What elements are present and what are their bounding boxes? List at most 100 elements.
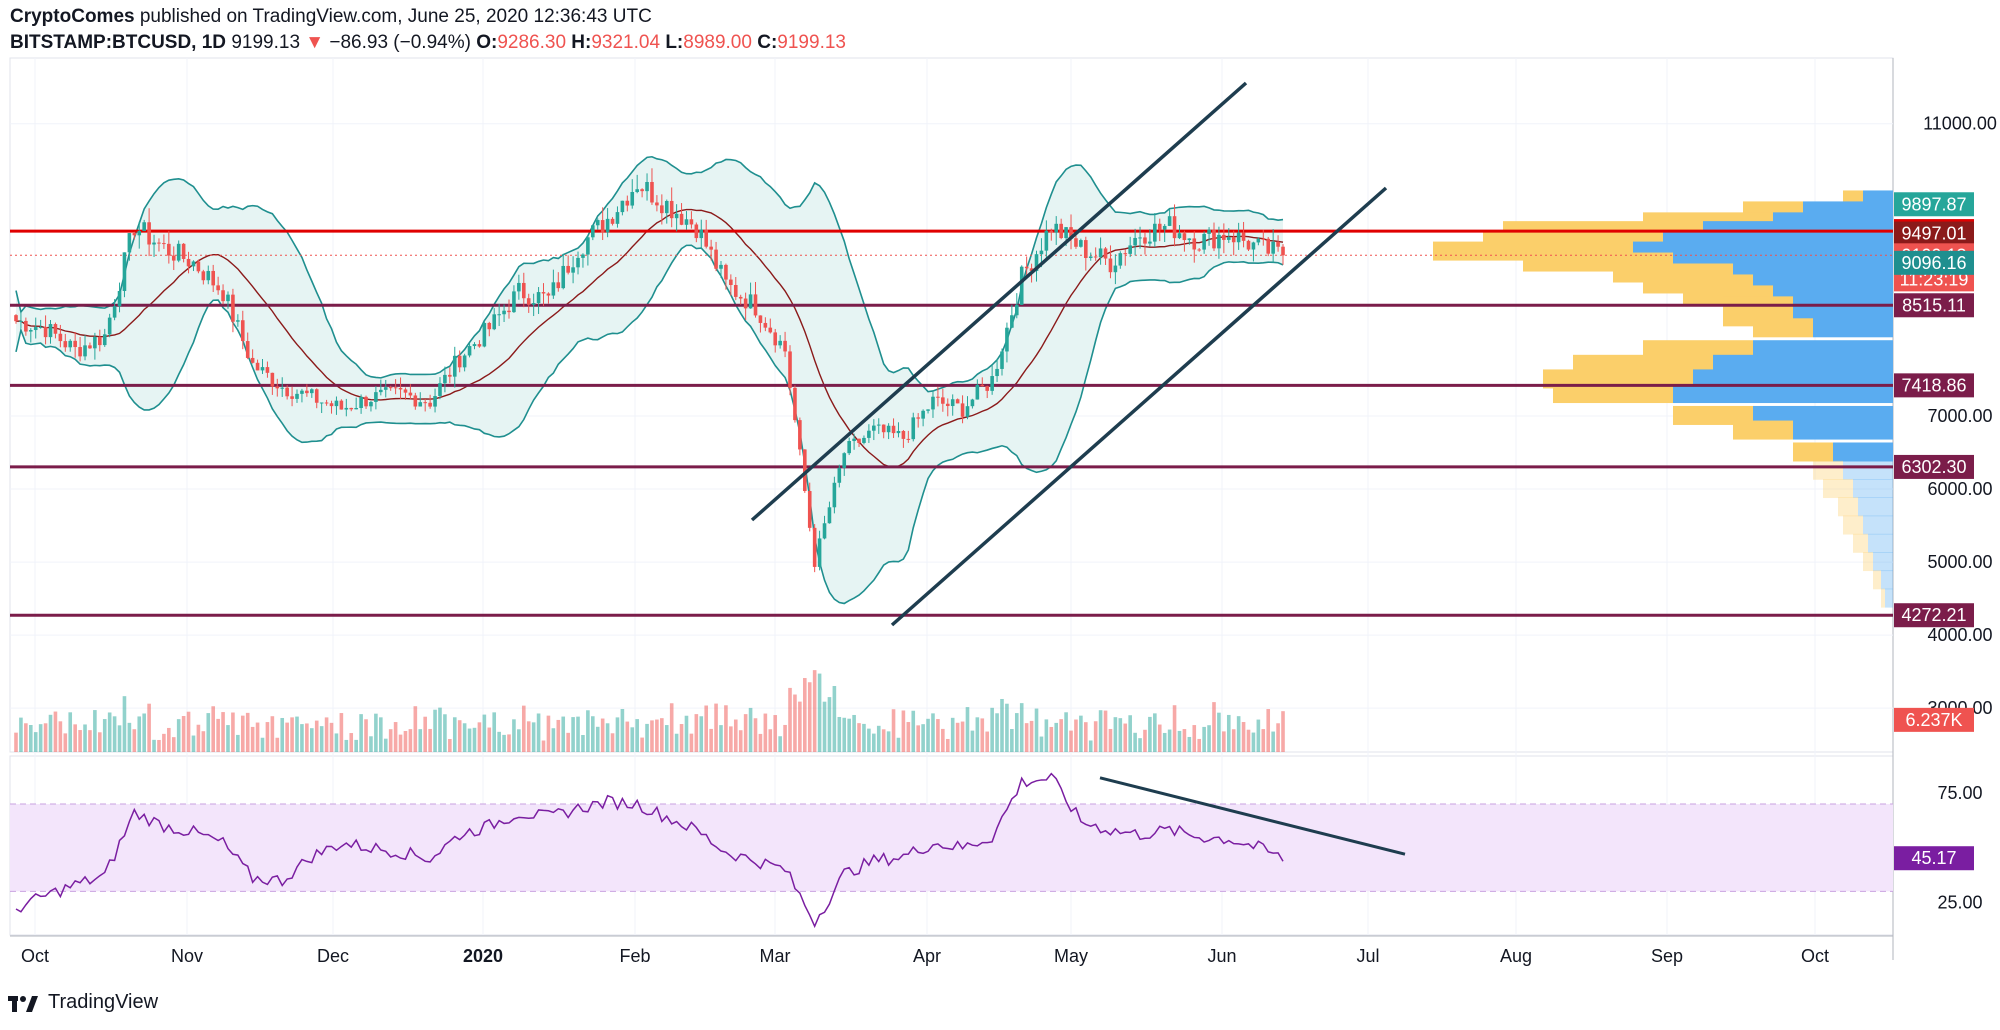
volume-bar [674, 733, 679, 752]
volume-bar [561, 716, 566, 752]
volume-bar [763, 713, 768, 752]
volume-bar [403, 730, 408, 752]
candle-body [655, 202, 659, 206]
candle-body [531, 303, 536, 305]
open-value: 9286.30 [497, 32, 567, 53]
candle-body [1276, 241, 1280, 247]
volume-profile-up [1881, 570, 1893, 590]
candle-body [1266, 238, 1271, 254]
candle-body [1010, 315, 1014, 328]
volume-bar [1118, 718, 1123, 752]
candle-body [842, 453, 847, 468]
candle-body [1029, 268, 1034, 271]
volume-bar [1148, 716, 1152, 752]
volume-bar [955, 722, 960, 752]
candle-body [1034, 254, 1039, 271]
footer: TradingView [8, 991, 158, 1014]
volume-bar [359, 714, 363, 752]
volume-bar [181, 715, 186, 752]
volume-bar [1217, 712, 1221, 752]
candle-body [176, 243, 181, 261]
candle-body [714, 249, 718, 269]
candle-body [517, 282, 521, 292]
volume-bar [122, 696, 127, 752]
candle-body [1182, 233, 1187, 241]
volume-bar [112, 716, 117, 752]
candle-body [1138, 237, 1142, 239]
volume-bar [635, 719, 639, 752]
volume-bar [339, 713, 344, 752]
candle-body [1103, 248, 1108, 259]
price-tick-label: 5000.00 [1927, 552, 1992, 572]
candle-body [945, 403, 950, 407]
candle-body [1162, 225, 1167, 230]
price-tag-label: 4272.21 [1901, 605, 1966, 625]
bollinger-upper-line [15, 155, 1284, 393]
volume-bar [1182, 729, 1187, 752]
candle-body [936, 396, 940, 398]
volume-bar [1024, 723, 1029, 752]
volume-bar [502, 734, 506, 752]
volume-bar [1103, 710, 1108, 752]
candle-body [812, 527, 817, 567]
price-tag: 6.237K [1894, 707, 1974, 732]
candle-body [171, 255, 176, 261]
candle-body [822, 523, 827, 539]
candle-body [1187, 238, 1192, 241]
volume-bar [714, 703, 718, 752]
volume-bar [117, 725, 122, 752]
candle-body [679, 213, 684, 225]
volume-bar [655, 719, 659, 752]
volume-bar [211, 706, 215, 752]
candle-body [684, 219, 689, 225]
candle-body [872, 425, 876, 431]
candle-body [1256, 238, 1261, 243]
candle-body [862, 437, 866, 443]
candle-body [1113, 265, 1118, 273]
candle-body [354, 408, 358, 410]
volume-bar [531, 722, 536, 752]
candle-body [14, 315, 18, 322]
author-name[interactable]: CryptoComes [10, 6, 135, 27]
volume-bar [1197, 738, 1201, 752]
footer-brand[interactable]: TradingView [48, 991, 159, 1013]
candle-body [1093, 256, 1098, 258]
candle-body [960, 403, 965, 417]
volume-bar [1153, 713, 1157, 752]
candle-body [995, 368, 999, 377]
candle-body [965, 406, 970, 417]
volume-bar [704, 705, 708, 752]
volume-bar [679, 724, 684, 752]
candle-body [408, 392, 413, 396]
down-arrow-icon: ▼ [305, 32, 325, 53]
volume-bar [265, 722, 270, 752]
price-tag: 9497.01 [1894, 221, 1974, 246]
volume-bar [48, 714, 53, 752]
volume-bar [872, 733, 876, 752]
volume-bar [812, 670, 817, 752]
volume-bar [88, 730, 92, 752]
volume-bar [492, 712, 497, 752]
candle-body [1059, 223, 1063, 239]
candle-body [1039, 250, 1044, 255]
candle-body [369, 401, 373, 407]
candle-body [664, 200, 669, 214]
volume-bar [78, 730, 82, 752]
candle-body [319, 402, 324, 404]
candle-body [674, 213, 679, 219]
volume-profile-up [1793, 420, 1893, 440]
candle-body [1231, 237, 1236, 243]
time-tick-label: Aug [1500, 946, 1532, 966]
volume-profile-down [1843, 515, 1863, 535]
volume-bar [107, 712, 112, 752]
candle-body [393, 387, 398, 389]
candle-body [591, 225, 595, 238]
bollinger-lower-line [15, 244, 1284, 605]
volume-profile-up [1868, 533, 1893, 553]
volume-bar [383, 738, 388, 752]
volume-bar [102, 719, 107, 752]
time-tick-label: Jun [1207, 946, 1236, 966]
tradingview-logo-icon [8, 992, 40, 1014]
volume-bar [1074, 719, 1078, 752]
